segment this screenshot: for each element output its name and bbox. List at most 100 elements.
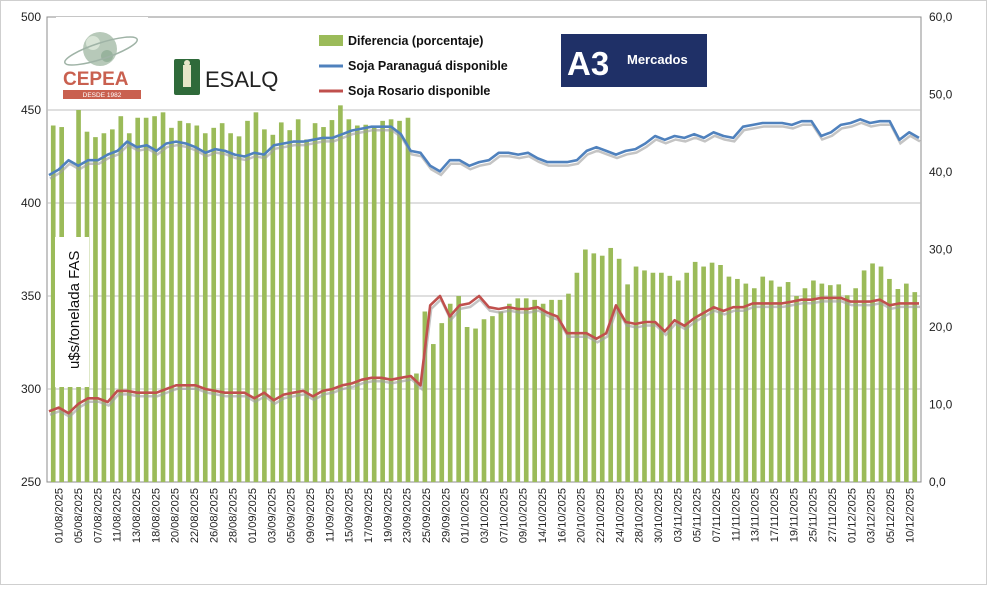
bar	[904, 283, 909, 482]
bar	[169, 127, 174, 482]
bar	[160, 112, 166, 482]
y-right-tick-label: 20,0	[929, 320, 953, 334]
bar	[549, 299, 554, 482]
bar	[228, 133, 233, 482]
bar	[110, 129, 115, 482]
bar	[245, 120, 250, 482]
legend-swatch-diferencia	[319, 35, 343, 46]
x-tick-label: 10/12/2025	[904, 488, 916, 543]
bar	[143, 117, 149, 482]
bar	[464, 327, 470, 482]
bar	[633, 266, 639, 482]
bar	[439, 323, 445, 482]
x-tick-label: 07/08/2025	[92, 488, 104, 543]
bar	[363, 124, 369, 482]
legend-label-rosario: Soja Rosario disponible	[348, 84, 490, 98]
y-right-tick-label: 60,0	[929, 10, 953, 24]
line-rosario-shadow	[49, 297, 920, 419]
y-left-tick-label: 500	[21, 10, 41, 24]
x-tick-label: 05/08/2025	[73, 488, 85, 543]
x-tick-label: 07/10/2025	[498, 488, 510, 543]
bar	[405, 117, 411, 482]
bar	[194, 125, 200, 482]
bar	[887, 278, 892, 482]
bar	[777, 286, 782, 482]
x-tick-label: 22/10/2025	[595, 488, 607, 543]
line-paranagua	[48, 118, 920, 177]
x-tick-label: 17/09/2025	[363, 488, 375, 543]
y-right-tick-label: 40,0	[929, 165, 953, 179]
bar	[895, 289, 901, 482]
x-tick-label: 03/12/2025	[866, 488, 878, 543]
x-tick-label: 11/09/2025	[324, 488, 336, 542]
a3-wordmark: Mercados	[627, 52, 688, 67]
x-tick-label: 26/08/2025	[208, 488, 220, 543]
x-tick-label: 03/11/2025	[672, 488, 684, 542]
bar	[152, 116, 157, 482]
bar	[253, 112, 259, 482]
bar	[236, 136, 242, 482]
bar	[625, 284, 630, 482]
bar	[532, 299, 538, 482]
cepea-wordmark: CEPEA	[63, 69, 129, 90]
bar	[878, 266, 884, 482]
x-tick-label: 25/11/2025	[808, 488, 820, 542]
bar	[912, 292, 918, 482]
bar	[211, 127, 217, 482]
x-tick-label: 09/10/2025	[518, 488, 530, 543]
bar	[574, 272, 580, 482]
bar	[751, 288, 757, 482]
x-tick-label: 07/11/2025	[711, 488, 723, 542]
bar	[202, 133, 208, 482]
bar	[490, 316, 495, 482]
legend-label-diferencia: Diferencia (porcentaje)	[348, 34, 483, 48]
y-axis-left-label: u$s/tonelada FAS	[66, 251, 83, 369]
y-left-tick-label: 450	[21, 103, 41, 117]
cepea-logo: CEPEA DESDE 1982	[56, 17, 148, 99]
bar	[861, 270, 867, 482]
y-left-tick-label: 350	[21, 289, 41, 303]
x-tick-label: 30/10/2025	[653, 488, 665, 543]
x-tick-label: 17/11/2025	[769, 488, 781, 542]
y-axis-left: 250 300 350 400 450 500	[21, 10, 41, 489]
bar	[794, 296, 799, 482]
x-tick-label: 11/08/2025	[112, 488, 124, 542]
bar	[304, 139, 309, 482]
globe-icon	[83, 32, 117, 66]
bar	[709, 262, 715, 482]
bar	[802, 288, 808, 482]
x-tick-label: 13/08/2025	[131, 488, 143, 543]
x-tick-label: 19/09/2025	[382, 488, 394, 543]
x-tick-label: 22/08/2025	[189, 488, 201, 543]
y-left-tick-label: 250	[21, 475, 41, 489]
bar	[701, 266, 706, 482]
x-tick-label: 20/08/2025	[170, 488, 182, 543]
y-label-background	[55, 237, 89, 387]
x-tick-label: 29/09/2025	[440, 488, 452, 543]
bar	[287, 130, 293, 482]
bar	[270, 134, 276, 483]
x-tick-label: 01/08/2025	[54, 488, 66, 543]
bar	[785, 282, 791, 482]
bar	[338, 105, 343, 482]
cepea-since: DESDE 1982	[83, 92, 122, 99]
bar	[481, 319, 487, 482]
x-tick-label: 28/10/2025	[634, 488, 646, 543]
x-tick-label: 28/08/2025	[228, 488, 240, 543]
bar	[642, 270, 647, 482]
x-tick-label: 01/12/2025	[846, 488, 858, 543]
x-tick-label: 16/10/2025	[556, 488, 568, 543]
bar	[278, 122, 284, 483]
bar	[870, 263, 875, 482]
y-right-tick-label: 50,0	[929, 88, 953, 102]
bar	[346, 119, 352, 483]
bar	[650, 272, 656, 482]
x-axis: 01/08/2025 05/08/2025 07/08/2025 11/08/2025…	[54, 488, 917, 543]
bar	[371, 127, 377, 482]
x-tick-label: 27/11/2025	[827, 488, 839, 542]
bar	[515, 298, 521, 482]
bar	[101, 133, 107, 482]
x-tick-label: 05/12/2025	[885, 488, 897, 543]
x-tick-label: 18/08/2025	[150, 488, 162, 543]
